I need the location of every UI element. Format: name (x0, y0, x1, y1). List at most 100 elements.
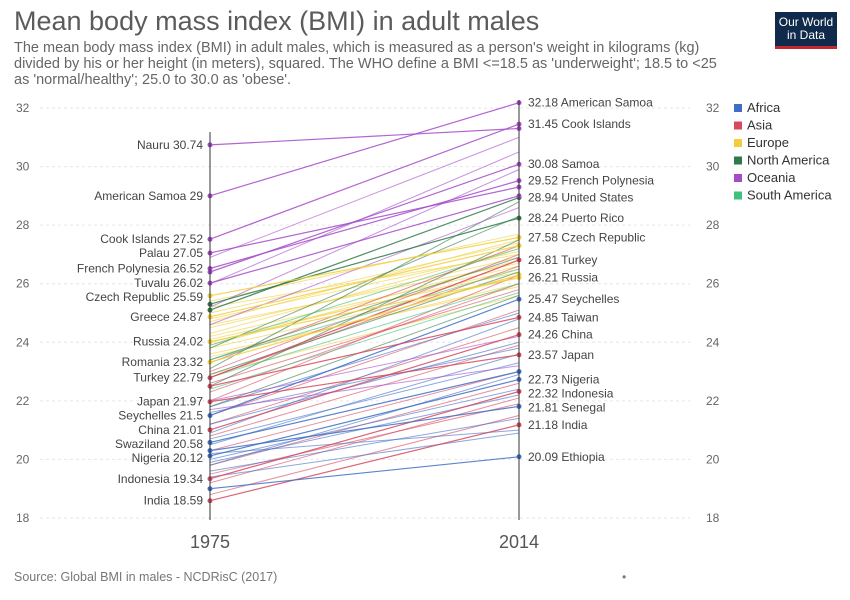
end-label: 25.47 Seychelles (528, 292, 619, 306)
series-line-seychelles (209, 298, 520, 417)
end-label: 21.18 India (528, 418, 588, 432)
end-label: 22.32 Indonesia (528, 386, 614, 400)
series-line (209, 289, 520, 384)
series-labels: Nauru 30.74 American Samoa 29 Cook Islands… (77, 96, 654, 508)
series-line-china (209, 334, 520, 431)
series-line (209, 265, 520, 337)
series-line (209, 274, 520, 402)
end-label: 20.09 Ethiopia (528, 450, 605, 464)
legend-swatch[interactable] (734, 104, 742, 112)
start-label: Turkey 22.79 (133, 371, 203, 385)
legend-label[interactable]: North America (747, 153, 830, 168)
legend-swatch[interactable] (734, 121, 742, 130)
y-tick-label-right: 20 (706, 452, 720, 466)
y-tick-label-right: 18 (706, 511, 720, 525)
series-line (209, 242, 520, 314)
legend-swatch[interactable] (734, 139, 742, 147)
series-line-cook-islands (209, 123, 520, 240)
y-tick-label-right: 28 (706, 218, 720, 232)
series-line (209, 283, 520, 378)
start-label: Russia 24.02 (133, 335, 203, 349)
end-label: 21.81 Senegal (528, 400, 605, 414)
end-label: 30.08 Samoa (528, 157, 600, 171)
series-line-american-samoa (209, 102, 520, 197)
series-line (209, 268, 520, 361)
end-label: 29.52 French Polynesia (528, 174, 654, 188)
series-line (209, 341, 520, 425)
series-line-swaziland (209, 370, 520, 444)
series-line-greece (209, 245, 520, 318)
series-line (209, 309, 520, 416)
start-label: Seychelles 21.5 (118, 409, 203, 423)
legend-label[interactable]: South America (747, 188, 832, 203)
owid-logo[interactable]: Our World in Data (775, 12, 837, 49)
start-label: Greece 24.87 (130, 310, 203, 324)
y-tick-label-left: 18 (16, 511, 30, 525)
y-tick-label-left: 20 (16, 452, 30, 466)
start-label: Romania 23.32 (122, 355, 204, 369)
y-tick-label-right: 32 (706, 101, 720, 115)
series-line (209, 256, 520, 361)
series-line-french-polynesia (209, 180, 520, 270)
start-label: Palau 27.05 (139, 246, 203, 260)
legend-label[interactable]: Oceania (747, 170, 796, 185)
axes: 1975 2014 (190, 100, 539, 552)
series-line (209, 248, 520, 334)
start-label: Indonesia 19.34 (118, 472, 204, 486)
legend-swatch[interactable] (734, 174, 742, 182)
series-line (209, 294, 520, 408)
series-lines (207, 100, 522, 504)
start-label: Swaziland 20.58 (115, 437, 203, 451)
series-line-indonesia (209, 390, 520, 480)
legend-label[interactable]: Europe (747, 135, 789, 150)
x-label-end: 2014 (499, 532, 539, 552)
start-label: Japan 21.97 (137, 395, 203, 409)
series-line-united-states (209, 197, 520, 311)
series-line (209, 248, 520, 346)
legend-label[interactable]: Africa (747, 100, 781, 115)
series-line (209, 215, 520, 349)
legend-swatch[interactable] (734, 191, 742, 200)
start-label: American Samoa 29 (94, 189, 203, 203)
chart-title: Mean body mass index (BMI) in adult male… (14, 6, 540, 36)
chart-subtitle: The mean body mass index (BMI) in adult … (14, 40, 717, 88)
series-line (209, 256, 520, 329)
series-line (209, 335, 520, 402)
series-line (209, 169, 520, 308)
end-label: 24.26 China (528, 328, 593, 342)
series-line-senegal (209, 405, 520, 452)
end-label: 26.21 Russia (528, 271, 598, 285)
series-line-india (209, 424, 520, 502)
y-tick-label-right: 24 (706, 335, 720, 349)
series-line (209, 371, 520, 452)
series-line (209, 344, 520, 437)
y-tick-label-left: 30 (16, 160, 30, 174)
series-line-japan (209, 354, 520, 403)
series-line-puerto-rico (209, 217, 520, 305)
end-label: 26.81 Turkey (528, 253, 597, 267)
start-label: Nauru 30.74 (137, 138, 203, 152)
series-line (209, 271, 520, 340)
series-line (209, 417, 520, 472)
y-tick-label-right: 30 (706, 160, 720, 174)
end-label: 24.85 Taiwan (528, 310, 599, 324)
series-line-russia (209, 276, 520, 343)
legend-label[interactable]: Asia (747, 118, 773, 133)
end-label: 23.57 Japan (528, 348, 594, 362)
legend: Africa Asia Europe North America Oceania Sout… (734, 100, 832, 203)
end-label: 28.24 Puerto Rico (528, 211, 624, 225)
series-line (209, 201, 520, 370)
end-label: 32.18 American Samoa (528, 96, 653, 110)
legend-swatch[interactable] (734, 156, 742, 165)
y-tick-label-right: 22 (706, 394, 720, 408)
series-line-ethiopia (209, 456, 520, 490)
end-label: 27.58 Czech Republic (528, 230, 645, 244)
series-line-palau (209, 186, 520, 254)
series-line (209, 388, 520, 460)
series-line (209, 429, 520, 455)
source-note: Source: Global BMI in males - NCDRisC (2… (14, 570, 278, 584)
series-line-romania (209, 274, 520, 363)
end-label: 28.94 United States (528, 191, 633, 205)
series-line-taiwan (209, 316, 520, 387)
